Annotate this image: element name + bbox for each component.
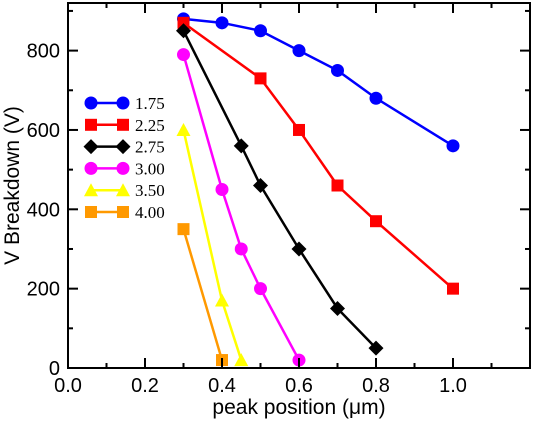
legend-item: 4.00	[85, 203, 165, 222]
series-line	[182, 21, 454, 290]
legend-label: 1.75	[135, 94, 165, 113]
legend-marker	[116, 161, 130, 175]
legend-marker	[85, 118, 97, 131]
legend-item: 1.75	[84, 94, 165, 113]
data-point	[215, 16, 229, 30]
x-tick-label: 0.8	[362, 375, 390, 397]
x-tick-label: 1.0	[439, 375, 467, 397]
x-axis-label: peak position (μm)	[212, 396, 385, 419]
data-point	[233, 138, 249, 154]
data-point	[368, 340, 384, 356]
legend-marker	[117, 206, 129, 218]
data-point	[253, 178, 268, 193]
data-point	[234, 242, 248, 256]
data-point	[177, 16, 190, 29]
data-point	[254, 72, 267, 85]
legend-label: 3.50	[135, 181, 165, 200]
legend-marker	[84, 96, 98, 110]
y-tick-label: 0	[49, 358, 60, 380]
data-point	[293, 123, 305, 136]
legend-marker	[116, 96, 130, 110]
axis-ticks: 0.0 0.2 0.4 0.6 0.8 1.0 0 200 400 600 800	[27, 3, 530, 397]
legend-label: 4.00	[135, 203, 165, 222]
legend-marker	[115, 139, 131, 155]
data-point	[254, 24, 267, 38]
series-3.00	[177, 48, 306, 367]
data-point	[292, 44, 306, 58]
plot-frame	[67, 2, 531, 369]
data-point	[370, 215, 382, 228]
x-tick-label: 0.4	[208, 375, 236, 397]
series-2.25	[177, 16, 459, 295]
y-axis-label: V Breakdown (V)	[1, 106, 24, 265]
data-point	[446, 139, 460, 153]
legend-marker	[85, 206, 97, 218]
data-point	[176, 122, 191, 136]
legend-marker	[83, 139, 99, 155]
data-point	[330, 300, 345, 316]
x-tick-label: 0.2	[131, 375, 159, 397]
data-point	[254, 282, 267, 296]
x-tick-label: 0.6	[285, 375, 313, 397]
legend-marker	[84, 183, 98, 197]
series-line	[182, 30, 377, 350]
data-point	[215, 293, 229, 307]
data-point	[215, 182, 229, 196]
series-2.75	[176, 23, 384, 356]
legend-marker	[116, 183, 130, 197]
series-3.50	[176, 122, 249, 367]
legend-label: 2.25	[135, 116, 165, 135]
legend-label: 3.00	[135, 159, 165, 178]
series-1.75	[177, 12, 460, 153]
data-point	[331, 63, 344, 77]
data-point	[176, 23, 191, 39]
data-point	[291, 241, 307, 257]
y-tick-label: 600	[27, 120, 60, 142]
legend-item: 2.75	[83, 138, 165, 157]
legend-item: 3.00	[84, 159, 165, 178]
y-tick-label: 800	[27, 41, 60, 63]
plot-area	[176, 12, 460, 367]
data-point	[177, 48, 190, 62]
y-tick-label: 400	[27, 199, 60, 221]
legend-item: 3.50	[84, 181, 165, 200]
legend: 1.75 2.25 2.75 3.00 3.50 4.00	[83, 94, 165, 222]
legend-label: 2.75	[135, 138, 165, 157]
series-line	[183, 17, 454, 147]
data-point	[447, 282, 459, 295]
data-point	[331, 179, 344, 192]
data-point	[177, 223, 190, 236]
data-point	[369, 91, 383, 105]
legend-item: 2.25	[85, 116, 165, 135]
legend-marker	[84, 161, 98, 175]
x-tick-label: 0.0	[54, 375, 82, 397]
y-tick-label: 200	[27, 279, 60, 301]
legend-marker	[117, 118, 129, 131]
data-point	[234, 353, 249, 367]
series-line	[182, 228, 224, 361]
